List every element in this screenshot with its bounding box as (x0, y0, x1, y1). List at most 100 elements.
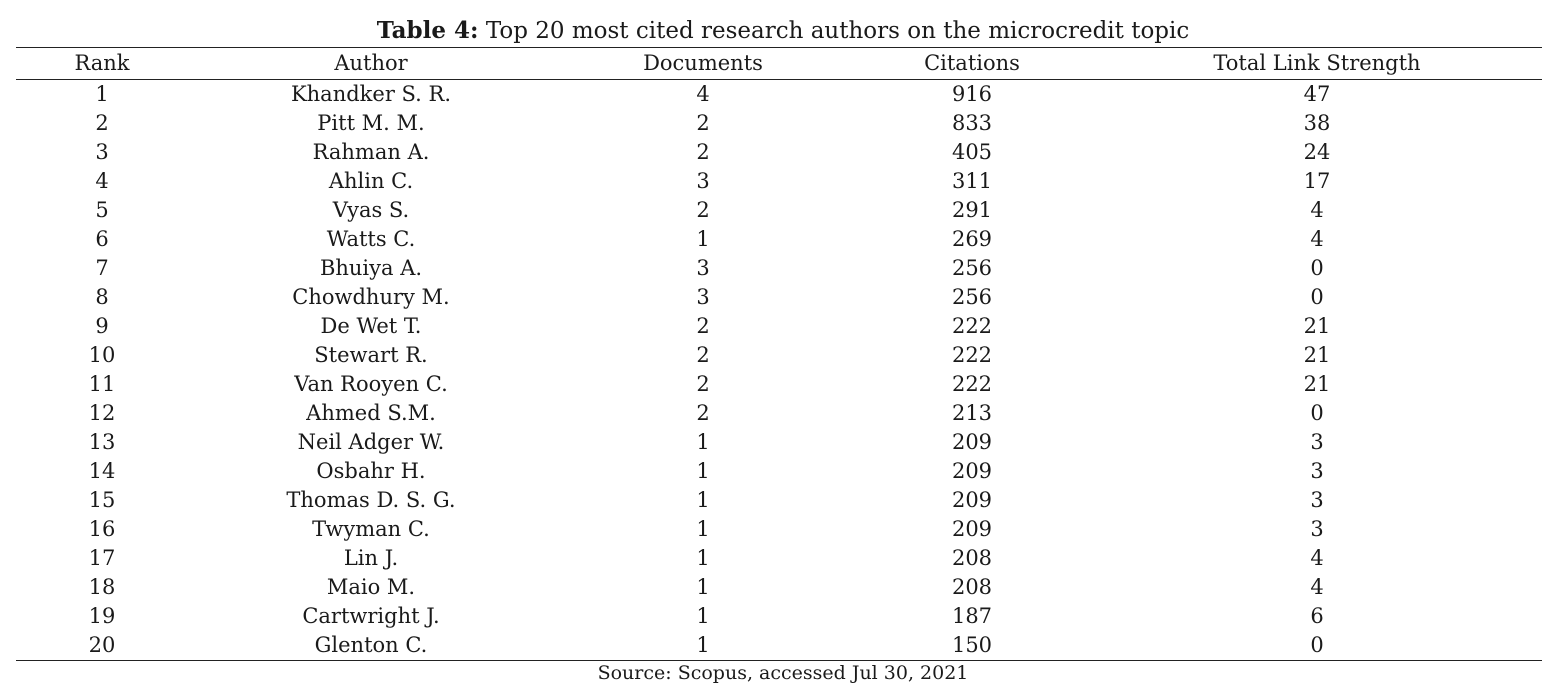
cell-total-link-strength: 4 (1310, 575, 1324, 599)
cell-rank: 18 (88, 575, 116, 599)
cell-documents: 1 (696, 517, 710, 541)
cell-author: Ahlin C. (328, 169, 414, 193)
cell-author: Watts C. (326, 227, 416, 251)
cell-total-link-strength: 17 (1303, 169, 1331, 193)
cell-citations: 222 (951, 372, 993, 396)
table-row: 8 Chowdhury M. 3 256 0 (16, 283, 1542, 312)
cell-citations: 222 (951, 343, 993, 367)
cell-author: Thomas D. S. G. (286, 488, 456, 512)
table-row: 11 Van Rooyen C. 2 222 21 (16, 370, 1542, 399)
cell-total-link-strength: 3 (1310, 517, 1324, 541)
cell-total-link-strength: 21 (1303, 372, 1331, 396)
cell-rank: 6 (95, 227, 109, 251)
cell-citations: 311 (951, 169, 993, 193)
table-row: 7 Bhuiya A. 3 256 0 (16, 254, 1542, 283)
table-body: 1 Khandker S. R. 4 916 47 2 Pitt M. M. 2 833 38 3 R… (16, 80, 1542, 660)
cell-author: Pitt M. M. (317, 111, 425, 135)
cell-total-link-strength: 3 (1310, 488, 1324, 512)
cell-author: Van Rooyen C. (294, 372, 448, 396)
cell-rank: 13 (88, 430, 116, 454)
header-total-link-strength: Total Link Strength (1213, 51, 1421, 75)
cell-author: Vyas S. (332, 198, 410, 222)
cell-documents: 1 (696, 430, 710, 454)
cell-rank: 20 (88, 633, 116, 657)
cell-citations: 187 (951, 604, 993, 628)
cell-citations: 256 (951, 285, 993, 309)
table-row: 12 Ahmed S.M. 2 213 0 (16, 399, 1542, 428)
cell-rank: 9 (95, 314, 109, 338)
cell-citations: 269 (951, 227, 993, 251)
cell-total-link-strength: 4 (1310, 546, 1324, 570)
caption-text: Top 20 most cited research authors on th… (478, 18, 1190, 44)
cell-total-link-strength: 0 (1310, 256, 1324, 280)
header-documents: Documents (643, 51, 763, 75)
cell-rank: 19 (88, 604, 116, 628)
cell-citations: 150 (951, 633, 993, 657)
cell-rank: 14 (88, 459, 116, 483)
cell-author: Glenton C. (314, 633, 428, 657)
cell-documents: 1 (696, 604, 710, 628)
cell-rank: 10 (88, 343, 116, 367)
cell-citations: 833 (951, 111, 993, 135)
cell-total-link-strength: 0 (1310, 285, 1324, 309)
header-author: Author (334, 51, 408, 75)
cell-rank: 1 (95, 82, 109, 106)
table-row: 17 Lin J. 1 208 4 (16, 544, 1542, 573)
cell-documents: 3 (696, 256, 710, 280)
cell-documents: 2 (696, 401, 710, 425)
cell-author: Chowdhury M. (292, 285, 450, 309)
table-row: 10 Stewart R. 2 222 21 (16, 341, 1542, 370)
cell-author: Bhuiya A. (319, 256, 423, 280)
cell-documents: 1 (696, 459, 710, 483)
citations-table: Rank Author Documents Citations Total Li… (16, 47, 1542, 661)
cell-author: Lin J. (343, 546, 399, 570)
cell-total-link-strength: 3 (1310, 430, 1324, 454)
cell-citations: 209 (951, 517, 993, 541)
caption-label: Table 4: (376, 17, 479, 44)
cell-rank: 16 (88, 517, 116, 541)
table-row: 1 Khandker S. R. 4 916 47 (16, 80, 1542, 109)
cell-documents: 1 (696, 227, 710, 251)
table-row: 5 Vyas S. 2 291 4 (16, 196, 1542, 225)
table-row: 19 Cartwright J. 1 187 6 (16, 602, 1542, 631)
cell-documents: 1 (696, 546, 710, 570)
table-row: 9 De Wet T. 2 222 21 (16, 312, 1542, 341)
cell-total-link-strength: 6 (1310, 604, 1324, 628)
cell-citations: 405 (951, 140, 993, 164)
cell-documents: 3 (696, 169, 710, 193)
cell-documents: 1 (696, 488, 710, 512)
cell-author: Khandker S. R. (290, 82, 452, 106)
cell-documents: 4 (696, 82, 710, 106)
cell-citations: 222 (951, 314, 993, 338)
cell-citations: 209 (951, 430, 993, 454)
cell-documents: 2 (696, 343, 710, 367)
cell-documents: 2 (696, 372, 710, 396)
cell-rank: 4 (95, 169, 109, 193)
cell-author: Maio M. (326, 575, 416, 599)
cell-rank: 5 (95, 198, 109, 222)
cell-documents: 2 (696, 111, 710, 135)
table-caption: Table 4: Top 20 most cited research auth… (0, 16, 1566, 46)
cell-citations: 208 (951, 575, 993, 599)
cell-documents: 2 (696, 140, 710, 164)
cell-documents: 3 (696, 285, 710, 309)
cell-documents: 2 (696, 198, 710, 222)
cell-rank: 2 (95, 111, 109, 135)
cell-total-link-strength: 47 (1303, 82, 1331, 106)
cell-total-link-strength: 0 (1310, 633, 1324, 657)
cell-citations: 213 (951, 401, 993, 425)
source-note: Source: Scopus, accessed Jul 30, 2021 (597, 662, 969, 684)
table-row: 18 Maio M. 1 208 4 (16, 573, 1542, 602)
table-row: 13 Neil Adger W. 1 209 3 (16, 428, 1542, 457)
table-row: 16 Twyman C. 1 209 3 (16, 515, 1542, 544)
cell-author: Cartwright J. (302, 604, 440, 628)
cell-total-link-strength: 4 (1310, 227, 1324, 251)
cell-author: Twyman C. (312, 517, 430, 541)
cell-citations: 256 (951, 256, 993, 280)
cell-citations: 291 (951, 198, 993, 222)
cell-author: Osbahr H. (316, 459, 426, 483)
cell-author: Ahmed S.M. (306, 401, 436, 425)
table-row: 14 Osbahr H. 1 209 3 (16, 457, 1542, 486)
cell-total-link-strength: 21 (1303, 343, 1331, 367)
cell-citations: 916 (951, 82, 993, 106)
